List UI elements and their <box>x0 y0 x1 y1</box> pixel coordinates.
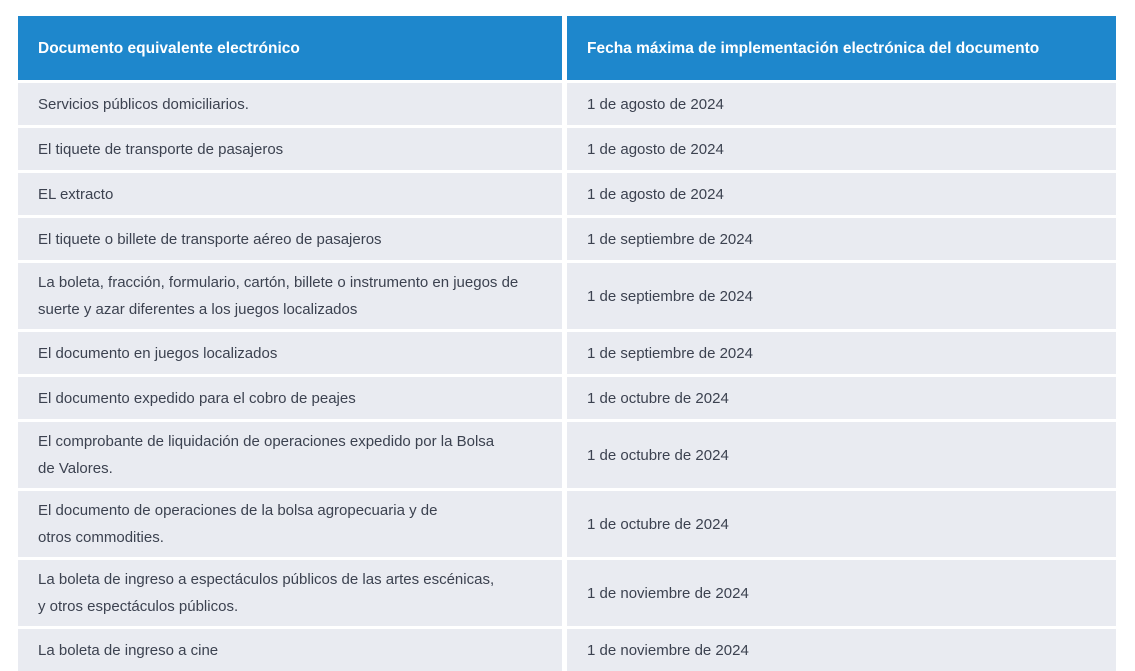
table-header-row: Documento equivalente electrónico Fecha … <box>18 16 1116 80</box>
fecha-cell: 1 de octubre de 2024 <box>567 377 1116 419</box>
table-row: El documento expedido para el cobro de p… <box>18 377 1116 419</box>
fecha-cell: 1 de noviembre de 2024 <box>567 629 1116 671</box>
documento-cell: El documento en juegos localizados <box>18 332 562 374</box>
table-row: Servicios públicos domiciliarios. 1 de a… <box>18 83 1116 125</box>
documento-cell: El tiquete de transporte de pasajeros <box>18 128 562 170</box>
fecha-cell: 1 de noviembre de 2024 <box>567 560 1116 626</box>
fecha-cell: 1 de agosto de 2024 <box>567 128 1116 170</box>
table-row: El comprobante de liquidación de operaci… <box>18 422 1116 488</box>
documento-cell: El comprobante de liquidación de operaci… <box>18 422 562 488</box>
table-row: La boleta, fracción, formulario, cartón,… <box>18 263 1116 329</box>
documento-cell: La boleta de ingreso a espectáculos públ… <box>18 560 562 626</box>
documento-cell: El tiquete o billete de transporte aéreo… <box>18 218 562 260</box>
fecha-cell: 1 de octubre de 2024 <box>567 422 1116 488</box>
table-row: El documento de operaciones de la bolsa … <box>18 491 1116 557</box>
documento-cell: EL extracto <box>18 173 562 215</box>
documento-cell: La boleta de ingreso a cine <box>18 629 562 671</box>
documento-cell: La boleta, fracción, formulario, cartón,… <box>18 263 562 329</box>
table-row: La boleta de ingreso a cine 1 de noviemb… <box>18 629 1116 671</box>
fecha-cell: 1 de agosto de 2024 <box>567 83 1116 125</box>
fecha-cell: 1 de septiembre de 2024 <box>567 332 1116 374</box>
table-row: La boleta de ingreso a espectáculos públ… <box>18 560 1116 626</box>
fecha-cell: 1 de octubre de 2024 <box>567 491 1116 557</box>
column-header-documento: Documento equivalente electrónico <box>18 16 562 80</box>
documento-cell: Servicios públicos domiciliarios. <box>18 83 562 125</box>
documento-cell: El documento de operaciones de la bolsa … <box>18 491 562 557</box>
table-row: El tiquete o billete de transporte aéreo… <box>18 218 1116 260</box>
fecha-cell: 1 de septiembre de 2024 <box>567 218 1116 260</box>
fecha-cell: 1 de septiembre de 2024 <box>567 263 1116 329</box>
column-header-fecha: Fecha máxima de implementación electróni… <box>567 16 1116 80</box>
table-row: El tiquete de transporte de pasajeros 1 … <box>18 128 1116 170</box>
documento-cell: El documento expedido para el cobro de p… <box>18 377 562 419</box>
table-row: EL extracto 1 de agosto de 2024 <box>18 173 1116 215</box>
table-row: El documento en juegos localizados 1 de … <box>18 332 1116 374</box>
implementation-dates-table: Documento equivalente electrónico Fecha … <box>18 16 1116 671</box>
fecha-cell: 1 de agosto de 2024 <box>567 173 1116 215</box>
